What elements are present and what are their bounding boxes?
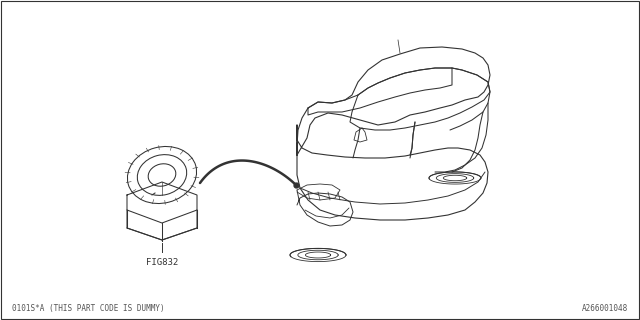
Text: FIG832: FIG832: [146, 258, 178, 267]
Text: 0101S*A (THIS PART CODE IS DUMMY): 0101S*A (THIS PART CODE IS DUMMY): [12, 304, 164, 313]
Text: A266001048: A266001048: [582, 304, 628, 313]
